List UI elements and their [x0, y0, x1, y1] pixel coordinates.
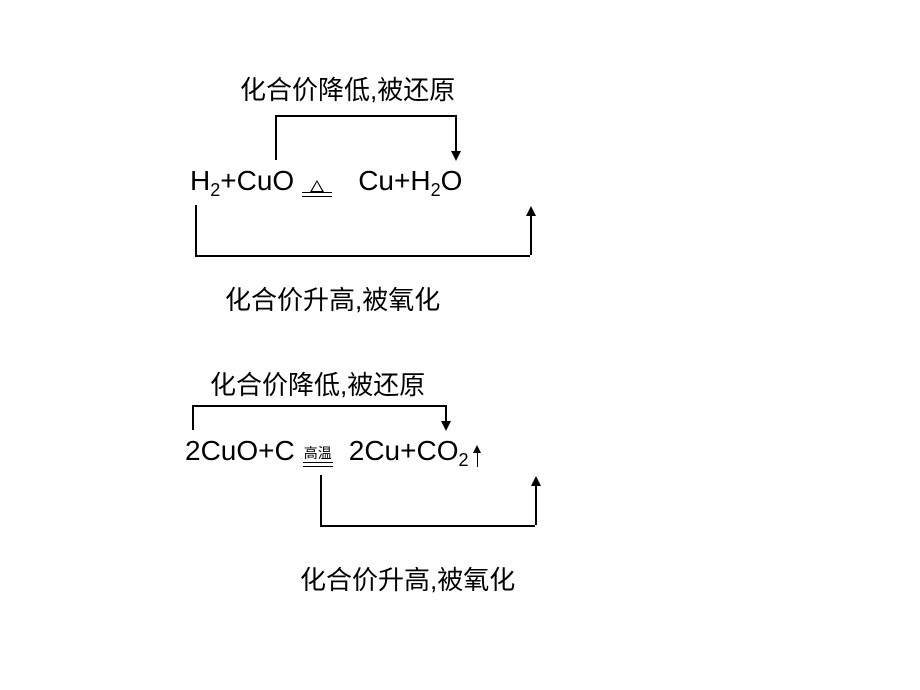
triangle-icon [310, 180, 324, 192]
eq1-equals [302, 192, 332, 197]
eq2-top-bracket-l [192, 405, 194, 430]
eq2-C: C [275, 435, 295, 467]
eq1-condition-stack [302, 180, 332, 197]
eq1-CuO: CuO [237, 165, 295, 197]
eq2-cond-text: 高温 [304, 446, 332, 460]
eq1-sub2a: 2 [210, 180, 220, 201]
eq1-plus: + [220, 165, 236, 197]
eq2-oxidized-label: 化合价升高,被氧化 [300, 560, 515, 597]
eq1-plus2: + [394, 165, 410, 197]
eq1-Cu: Cu [358, 165, 394, 197]
equation-2: 2 CuO + C 高温 2 Cu + CO 2 [185, 435, 483, 467]
eq2-bot-bracket-l [320, 475, 322, 525]
eq1-bot-bracket-r [530, 215, 532, 255]
eq2-plus: + [258, 435, 274, 467]
eq2-2b: 2 [349, 435, 365, 467]
eq1-H: H [190, 165, 210, 197]
eq2-bot-arrowhead [531, 476, 541, 486]
eq2-plus2: + [400, 435, 416, 467]
eq1-O: O [441, 165, 463, 197]
eq1-bot-arrowhead [526, 206, 536, 216]
eq2-CO: CO [416, 435, 458, 467]
eq2-condition-stack: 高温 [303, 446, 333, 467]
eq2-2a: 2 [185, 435, 201, 467]
eq2-top-bracket-h [192, 405, 445, 407]
eq1-bot-bracket-l [195, 205, 197, 255]
equation-1: H 2 + CuO Cu + H 2 O [190, 165, 462, 197]
eq2-sub2c: 2 [458, 450, 468, 471]
eq1-reduced-label: 化合价降低,被还原 [240, 70, 455, 107]
eq2-equals [303, 462, 333, 467]
eq2-top-arrowhead [441, 421, 451, 431]
eq1-top-bracket-l [275, 115, 277, 160]
eq1-top-bracket-r [455, 115, 457, 153]
eq1-oxidized-label: 化合价升高,被氧化 [225, 280, 440, 317]
eq1-bot-bracket-h [195, 255, 530, 257]
eq1-sub2b: 2 [431, 180, 441, 201]
eq2-reduced-label: 化合价降低,被还原 [210, 365, 425, 402]
gas-up-icon [473, 445, 483, 467]
eq1-H2: H [410, 165, 430, 197]
eq1-top-bracket-h [275, 115, 455, 117]
eq1-top-arrowhead [451, 151, 461, 161]
eq2-bot-bracket-h [320, 525, 535, 527]
eq2-CuO: CuO [201, 435, 259, 467]
eq2-bot-bracket-r [535, 485, 537, 525]
eq2-Cu: Cu [364, 435, 400, 467]
